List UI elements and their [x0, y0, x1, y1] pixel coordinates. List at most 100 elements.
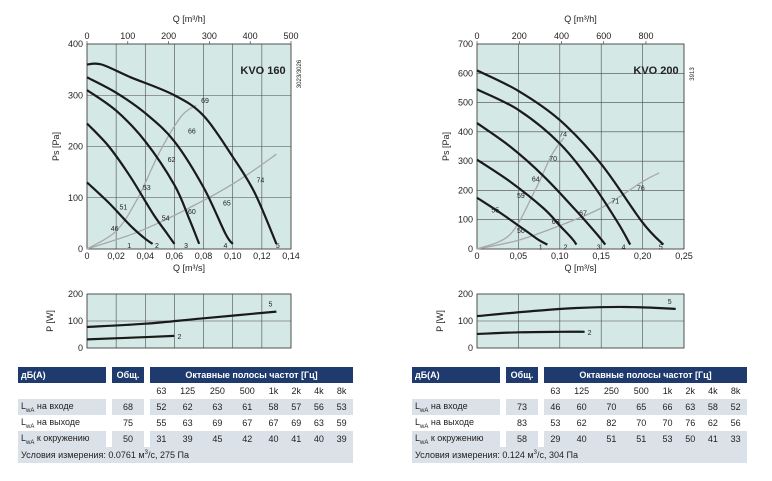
fan-curve-3 — [86, 89, 201, 245]
power-y-tick-label: 0 — [468, 343, 473, 353]
band-label: 2k — [291, 386, 301, 396]
band-value: 69 — [291, 418, 302, 428]
band-value: 51 — [626, 431, 657, 447]
x-tick-label: 0,14 — [282, 251, 300, 261]
x-axis-label: Q [m³/s] — [173, 263, 205, 273]
power-y-tick-label: 100 — [458, 316, 473, 326]
band-value: 58 — [262, 399, 285, 415]
band-value: 70 — [662, 418, 673, 428]
efficiency-label: 51 — [120, 205, 128, 212]
efficiency-label: 63 — [552, 219, 560, 226]
efficiency-label: 64 — [532, 177, 540, 184]
efficiency-label: 54 — [162, 215, 170, 222]
band-value: 62 — [576, 418, 587, 428]
band-value: 67 — [242, 418, 253, 428]
x-tick-label: 0,08 — [195, 251, 213, 261]
band-label: 63 — [550, 386, 561, 396]
band-value: 51 — [596, 431, 627, 447]
x-tick-label: 0,20 — [634, 251, 652, 261]
chart-title: KVO 160 — [240, 65, 285, 77]
curve-number-label: 5 — [276, 243, 280, 250]
fan-curve-5 — [86, 62, 278, 245]
efficiency-label: 59 — [517, 193, 525, 200]
band-value: 58 — [701, 399, 725, 415]
sound-row-label: LwA на выходе — [21, 416, 81, 430]
efficiency-label: 53 — [143, 185, 151, 192]
bands-row: 63 125 250 500 1k 2k 4k 8k — [412, 383, 747, 399]
x2-tick-label: 500 — [283, 31, 298, 41]
efficiency-label: 46 — [111, 226, 119, 233]
efficiency-label: 66 — [188, 129, 196, 136]
chart-title: KVO 200 — [633, 65, 678, 77]
x-tick-label: 0,10 — [551, 251, 569, 261]
x-tick-label: 0 — [84, 251, 89, 261]
band-value: 40 — [262, 431, 285, 447]
sound-row-label: LwA на выходе — [415, 416, 475, 430]
band-label: 8k — [730, 386, 741, 396]
band-value: 63 — [678, 399, 702, 415]
db-header: дБ(А) — [18, 367, 106, 383]
power-y-axis-label: P [W] — [45, 310, 55, 332]
system-curve — [476, 137, 565, 250]
band-value: 53 — [656, 431, 679, 447]
y-axis-label: Ps [Pa] — [441, 132, 451, 161]
curve-number-label: 2 — [564, 245, 568, 252]
bands-header: Октавные полосы частот [Гц] — [544, 367, 747, 383]
band-value: 39 — [172, 431, 203, 447]
x-tick-label: 0,04 — [137, 251, 155, 261]
power-y-axis-label: P [W] — [435, 310, 445, 332]
system-curve — [86, 104, 197, 250]
power-curve-2 — [476, 330, 585, 336]
sound-row-label: LwA к окружению — [18, 431, 106, 447]
sound-row: LwA к окружению 58 29 40 51 51 53 50 41 33 — [412, 431, 747, 447]
y-tick-label: 200 — [68, 142, 83, 152]
efficiency-label: 69 — [201, 98, 209, 105]
efficiency-label: 50 — [517, 228, 525, 235]
y-tick-label: 0 — [78, 244, 83, 254]
system-curve — [476, 172, 660, 250]
band-label: 4k — [708, 386, 718, 396]
x2-tick-label: 0 — [474, 31, 479, 41]
curve-number-label: 3 — [597, 245, 601, 252]
power-curve-5 — [86, 310, 277, 329]
band-label: 1k — [662, 386, 673, 396]
side-code: 3913 — [690, 67, 696, 81]
sound-row: LwA на входе 68 52 62 63 61 58 57 56 53 — [18, 399, 353, 415]
bands-row: 63 125 250 500 1k 2k 4k 8k — [18, 383, 353, 399]
x-tick-label: 0 — [474, 251, 479, 261]
efficiency-label: 67 — [579, 210, 587, 217]
band-label: 500 — [633, 386, 649, 396]
band-value: 76 — [685, 418, 696, 428]
efficiency-label: 55 — [491, 207, 499, 214]
y-tick-label: 200 — [458, 185, 473, 195]
x-tick-label: 0,15 — [592, 251, 610, 261]
band-value: 61 — [232, 399, 263, 415]
efficiency-label: 60 — [188, 209, 196, 216]
band-value: 52 — [150, 399, 173, 415]
band-value: 33 — [724, 431, 747, 447]
y-tick-label: 600 — [458, 68, 473, 78]
band-value: 52 — [724, 399, 747, 415]
sound-row-label: LwA на входе — [412, 399, 500, 415]
band-value: 56 — [307, 399, 331, 415]
efficiency-label: 74 — [559, 131, 567, 138]
band-value: 41 — [284, 431, 308, 447]
band-value: 46 — [544, 399, 567, 415]
total-value: 73 — [506, 399, 538, 415]
y-tick-label: 400 — [458, 127, 473, 137]
x-tick-label: 0,12 — [253, 251, 271, 261]
measurement-conditions: Условия измерения: 0.0761 м3/с, 275 Па — [18, 447, 353, 463]
band-value: 41 — [701, 431, 725, 447]
fan-curve-2 — [86, 122, 176, 245]
sound-row: LwA на выходе 75 55 63 69 67 67 69 63 59 — [18, 415, 353, 431]
x2-tick-label: 400 — [554, 31, 569, 41]
x2-axis-label: Q [m³/h] — [173, 14, 206, 24]
efficiency-label: 70 — [549, 156, 557, 163]
efficiency-label: 62 — [168, 157, 176, 164]
band-label: 125 — [574, 386, 590, 396]
band-value: 82 — [606, 418, 617, 428]
band-value: 53 — [550, 418, 561, 428]
y-tick-label: 300 — [458, 156, 473, 166]
x2-axis-label: Q [m³/h] — [564, 14, 597, 24]
x2-tick-label: 600 — [596, 31, 611, 41]
